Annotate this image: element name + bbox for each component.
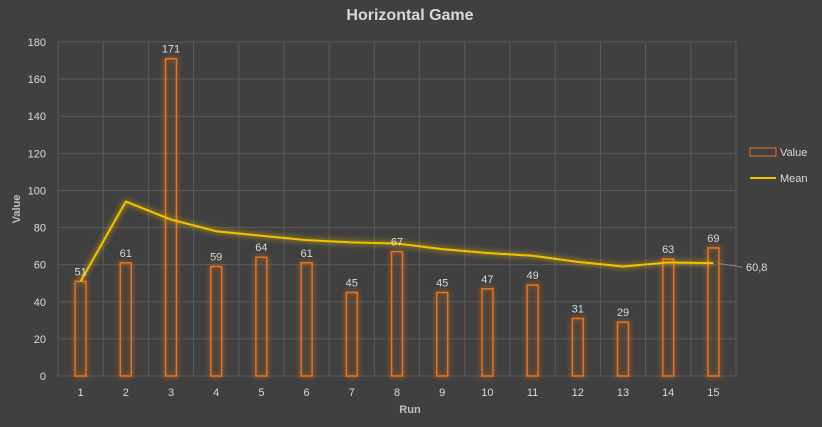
bar-value-label: 67 [391,237,403,249]
y-tick-label: 160 [28,74,46,86]
x-tick-label: 14 [662,387,674,399]
bar-value-label: 51 [74,266,86,278]
bar [300,262,313,377]
bar-value-label: 61 [120,248,132,260]
bar-value-label: 69 [707,233,719,245]
y-tick-label: 20 [34,334,46,346]
y-tick-label: 0 [40,371,46,383]
bar-value-label: 64 [255,242,267,254]
x-tick-label: 15 [707,387,719,399]
x-tick-label: 4 [213,387,219,399]
end-label-leader [717,262,743,268]
data-labels: 51 61 171 59 64 61 45 67 45 47 49 31 29 63 69 [74,44,719,319]
bar [661,258,675,377]
bar-value-label: 63 [662,244,674,256]
y-tick-label: 40 [34,297,46,309]
bar-value-label: 31 [572,303,584,315]
x-tick-label: 2 [123,387,129,399]
bar [707,247,720,377]
x-tick-label: 1 [78,387,84,399]
end-label-group: 60,8 [717,262,767,274]
x-tick-label: 9 [439,387,445,399]
bar-value-label: 29 [617,307,629,319]
y-axis-ticks: 0 20 40 60 80 100 120 140 160 180 [28,37,46,383]
x-axis-ticks: 1 2 3 4 5 6 7 8 9 10 11 12 13 14 15 [78,387,720,399]
bar [119,262,133,377]
bar-series [74,57,720,377]
bar-value-label: 49 [526,270,538,282]
x-tick-label: 8 [394,387,400,399]
bar-value-label: 61 [300,248,312,260]
bar-value-label: 45 [436,278,448,290]
x-tick-label: 10 [481,387,493,399]
bar [481,288,494,377]
y-tick-label: 80 [34,223,46,235]
bar [526,284,539,377]
bar [616,321,630,377]
y-tick-label: 180 [28,37,46,49]
bar [571,317,585,377]
bar [209,265,223,377]
x-tick-label: 12 [572,387,584,399]
x-tick-label: 13 [617,387,629,399]
bar [74,280,87,377]
y-tick-label: 120 [28,148,46,160]
y-tick-label: 60 [34,260,46,272]
y-axis-label: Value [11,195,23,224]
y-tick-label: 140 [28,111,46,123]
y-tick-label: 100 [28,185,46,197]
bar-value-label: 45 [346,278,358,290]
x-tick-label: 5 [258,387,264,399]
legend-bar-swatch [749,147,777,157]
bar [390,250,404,377]
x-axis-label: Run [399,404,421,416]
x-tick-label: 6 [304,387,310,399]
line-series [79,200,714,282]
chart-title: Horizontal Game [346,7,473,24]
legend-label-mean: Mean [780,173,808,185]
bar [345,291,359,377]
mean-line [79,200,714,282]
gridlines [57,41,737,377]
bar [255,256,268,377]
x-tick-label: 3 [168,387,174,399]
x-tick-label: 11 [527,387,538,399]
bar [435,291,449,377]
legend-label-value: Value [780,147,807,159]
end-value-label: 60,8 [746,262,767,274]
bar-value-label: 47 [481,274,493,286]
bar-value-label: 59 [210,252,222,264]
bar-value-label: 171 [162,44,180,56]
x-tick-label: 7 [349,387,355,399]
legend: Value Mean [749,147,808,185]
